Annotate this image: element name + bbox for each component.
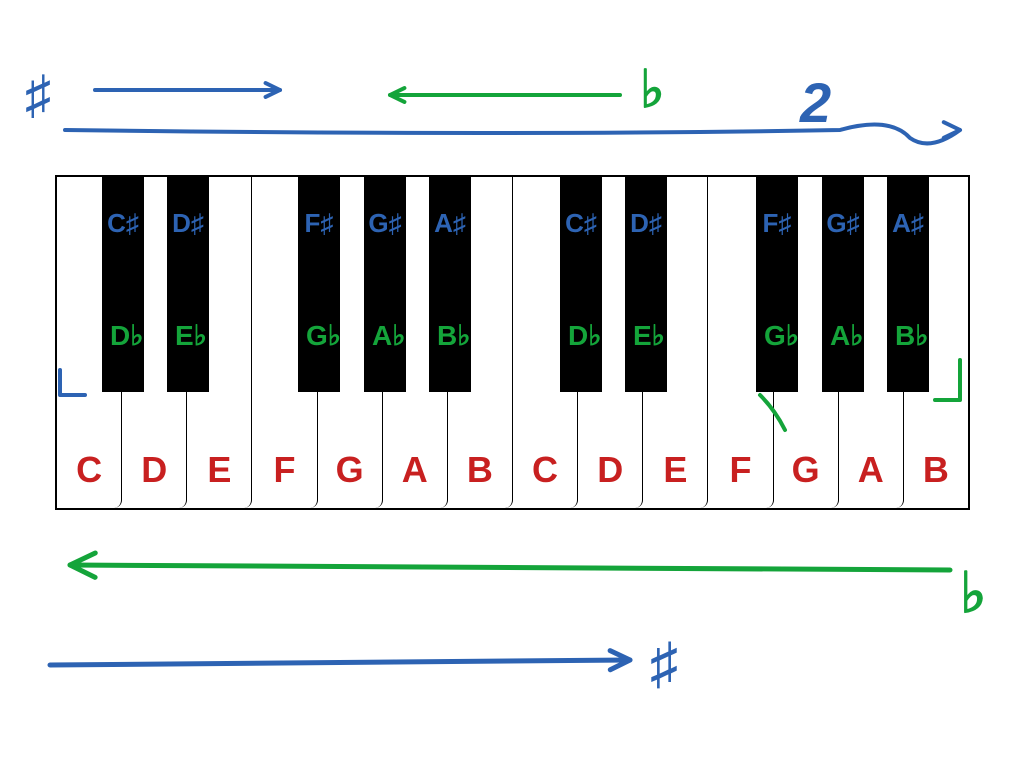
sharp-label: A♯ — [425, 212, 475, 235]
flat-label: G♭ — [764, 322, 824, 350]
flat-label: A♭ — [830, 322, 890, 350]
white-key-label: A — [402, 452, 428, 488]
flat-label: B♭ — [895, 322, 955, 350]
white-key-label: A — [858, 452, 884, 488]
flat-label: D♭ — [568, 322, 628, 350]
flat-label: B♭ — [437, 322, 497, 350]
white-key-label: C — [532, 452, 558, 488]
white-key-label: D — [141, 452, 167, 488]
flat-label: G♭ — [306, 322, 366, 350]
piano-keyboard: C D E F G A B C D E F G A B C♯ D♭ D♯ E♭ F♯ G♭ G♯ A♭ A♯ B♭ C♯ D♭ D… — [55, 175, 970, 510]
sharp-label: D♯ — [163, 212, 213, 235]
sharp-symbol-top: ♯ — [25, 65, 51, 125]
flat-symbol-bottom: ♭ — [960, 560, 986, 626]
flat-label: D♭ — [110, 322, 170, 350]
flat-label: E♭ — [175, 322, 235, 350]
sharp-symbol-bottom: ♯ — [650, 630, 678, 695]
sharp-label: A♯ — [883, 212, 933, 235]
sharp-label: F♯ — [294, 212, 344, 235]
sharp-label: G♯ — [818, 212, 868, 235]
sharp-label: D♯ — [621, 212, 671, 235]
white-key-label: B — [923, 452, 949, 488]
white-key-label: B — [467, 452, 493, 488]
sharp-label: C♯ — [556, 212, 606, 235]
flat-label: E♭ — [633, 322, 693, 350]
white-key-label: G — [336, 452, 364, 488]
white-key-label: G — [792, 452, 820, 488]
white-key-label: E — [663, 452, 687, 488]
sharp-label: F♯ — [752, 212, 802, 235]
flat-label: A♭ — [372, 322, 432, 350]
sharp-label: G♯ — [360, 212, 410, 235]
white-key-label: C — [76, 452, 102, 488]
flat-symbol-top: ♭ — [640, 60, 665, 120]
white-key-label: F — [729, 452, 751, 488]
white-key-label: D — [597, 452, 623, 488]
white-key-label: E — [207, 452, 231, 488]
white-key-label: F — [273, 452, 295, 488]
two-symbol: 2 — [800, 70, 831, 135]
sharp-label: C♯ — [98, 212, 148, 235]
